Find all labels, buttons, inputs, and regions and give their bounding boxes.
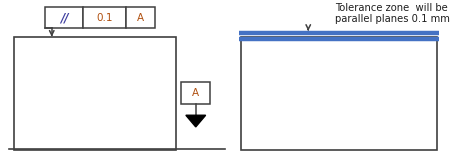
Bar [241, 37, 436, 150]
Bar [14, 37, 176, 150]
Text: A: A [192, 88, 199, 98]
Bar [181, 82, 211, 104]
Bar [83, 7, 126, 28]
Polygon shape [186, 115, 206, 127]
Text: //: // [60, 11, 68, 24]
Bar [45, 7, 83, 28]
Text: 0.1: 0.1 [96, 13, 113, 23]
Text: A: A [137, 13, 144, 23]
Bar [126, 7, 155, 28]
Text: Tolerance zone  will be two
parallel planes 0.1 mm  apart: Tolerance zone will be two parallel plan… [335, 3, 450, 24]
